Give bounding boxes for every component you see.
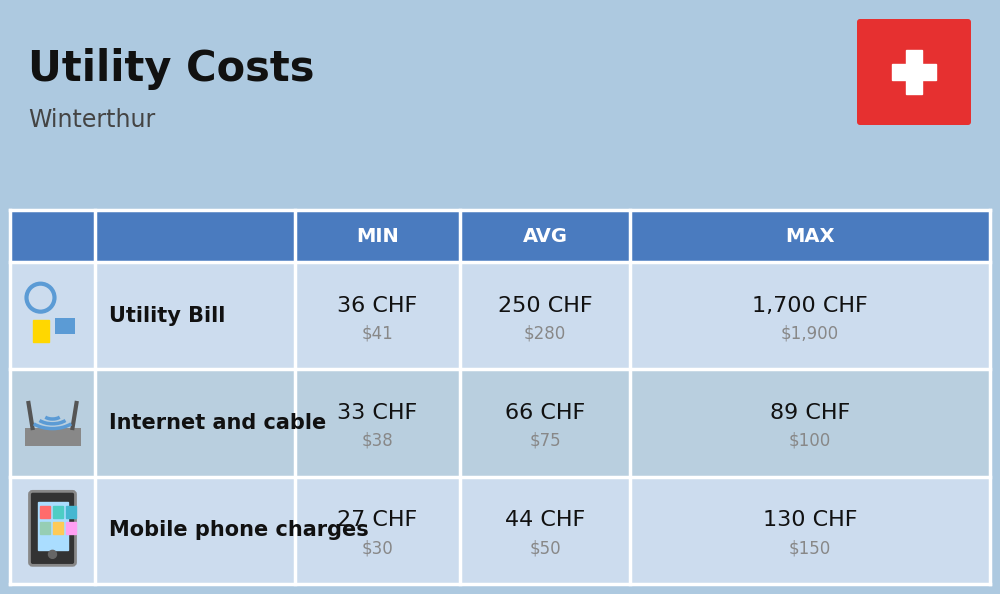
Bar <box>32 320 48 342</box>
Bar <box>40 506 50 519</box>
Text: 250 CHF: 250 CHF <box>498 296 592 315</box>
Text: $75: $75 <box>529 432 561 450</box>
Text: 44 CHF: 44 CHF <box>505 510 585 530</box>
Text: $50: $50 <box>529 539 561 557</box>
Text: 36 CHF: 36 CHF <box>337 296 418 315</box>
Bar <box>906 50 922 94</box>
Text: 33 CHF: 33 CHF <box>337 403 418 423</box>
Text: 130 CHF: 130 CHF <box>763 510 857 530</box>
Text: $41: $41 <box>362 325 393 343</box>
Text: Winterthur: Winterthur <box>28 108 155 132</box>
Bar <box>10 476 990 584</box>
Bar <box>38 503 68 550</box>
Text: Internet and cable: Internet and cable <box>109 413 326 433</box>
Bar <box>40 522 50 535</box>
Bar <box>66 522 76 535</box>
Bar <box>54 318 74 334</box>
Bar <box>52 506 62 519</box>
Bar <box>66 506 76 519</box>
Bar <box>10 262 990 369</box>
Text: Utility Bill: Utility Bill <box>109 306 225 326</box>
Text: MAX: MAX <box>785 226 835 245</box>
Bar <box>52 522 62 535</box>
Text: 1,700 CHF: 1,700 CHF <box>752 296 868 315</box>
Bar <box>10 369 990 476</box>
Text: 27 CHF: 27 CHF <box>337 510 418 530</box>
Circle shape <box>48 550 56 558</box>
Text: $1,900: $1,900 <box>781 325 839 343</box>
Bar <box>892 64 936 80</box>
Text: 66 CHF: 66 CHF <box>505 403 585 423</box>
Text: $100: $100 <box>789 432 831 450</box>
Text: AVG: AVG <box>522 226 568 245</box>
FancyBboxPatch shape <box>30 491 76 565</box>
Text: Mobile phone charges: Mobile phone charges <box>109 520 369 541</box>
Bar <box>24 428 80 446</box>
Text: $38: $38 <box>362 432 393 450</box>
Text: $280: $280 <box>524 325 566 343</box>
Text: $30: $30 <box>362 539 393 557</box>
Text: MIN: MIN <box>356 226 399 245</box>
Text: Utility Costs: Utility Costs <box>28 48 314 90</box>
FancyBboxPatch shape <box>857 19 971 125</box>
Text: $150: $150 <box>789 539 831 557</box>
Text: 89 CHF: 89 CHF <box>770 403 850 423</box>
Bar <box>10 210 990 262</box>
